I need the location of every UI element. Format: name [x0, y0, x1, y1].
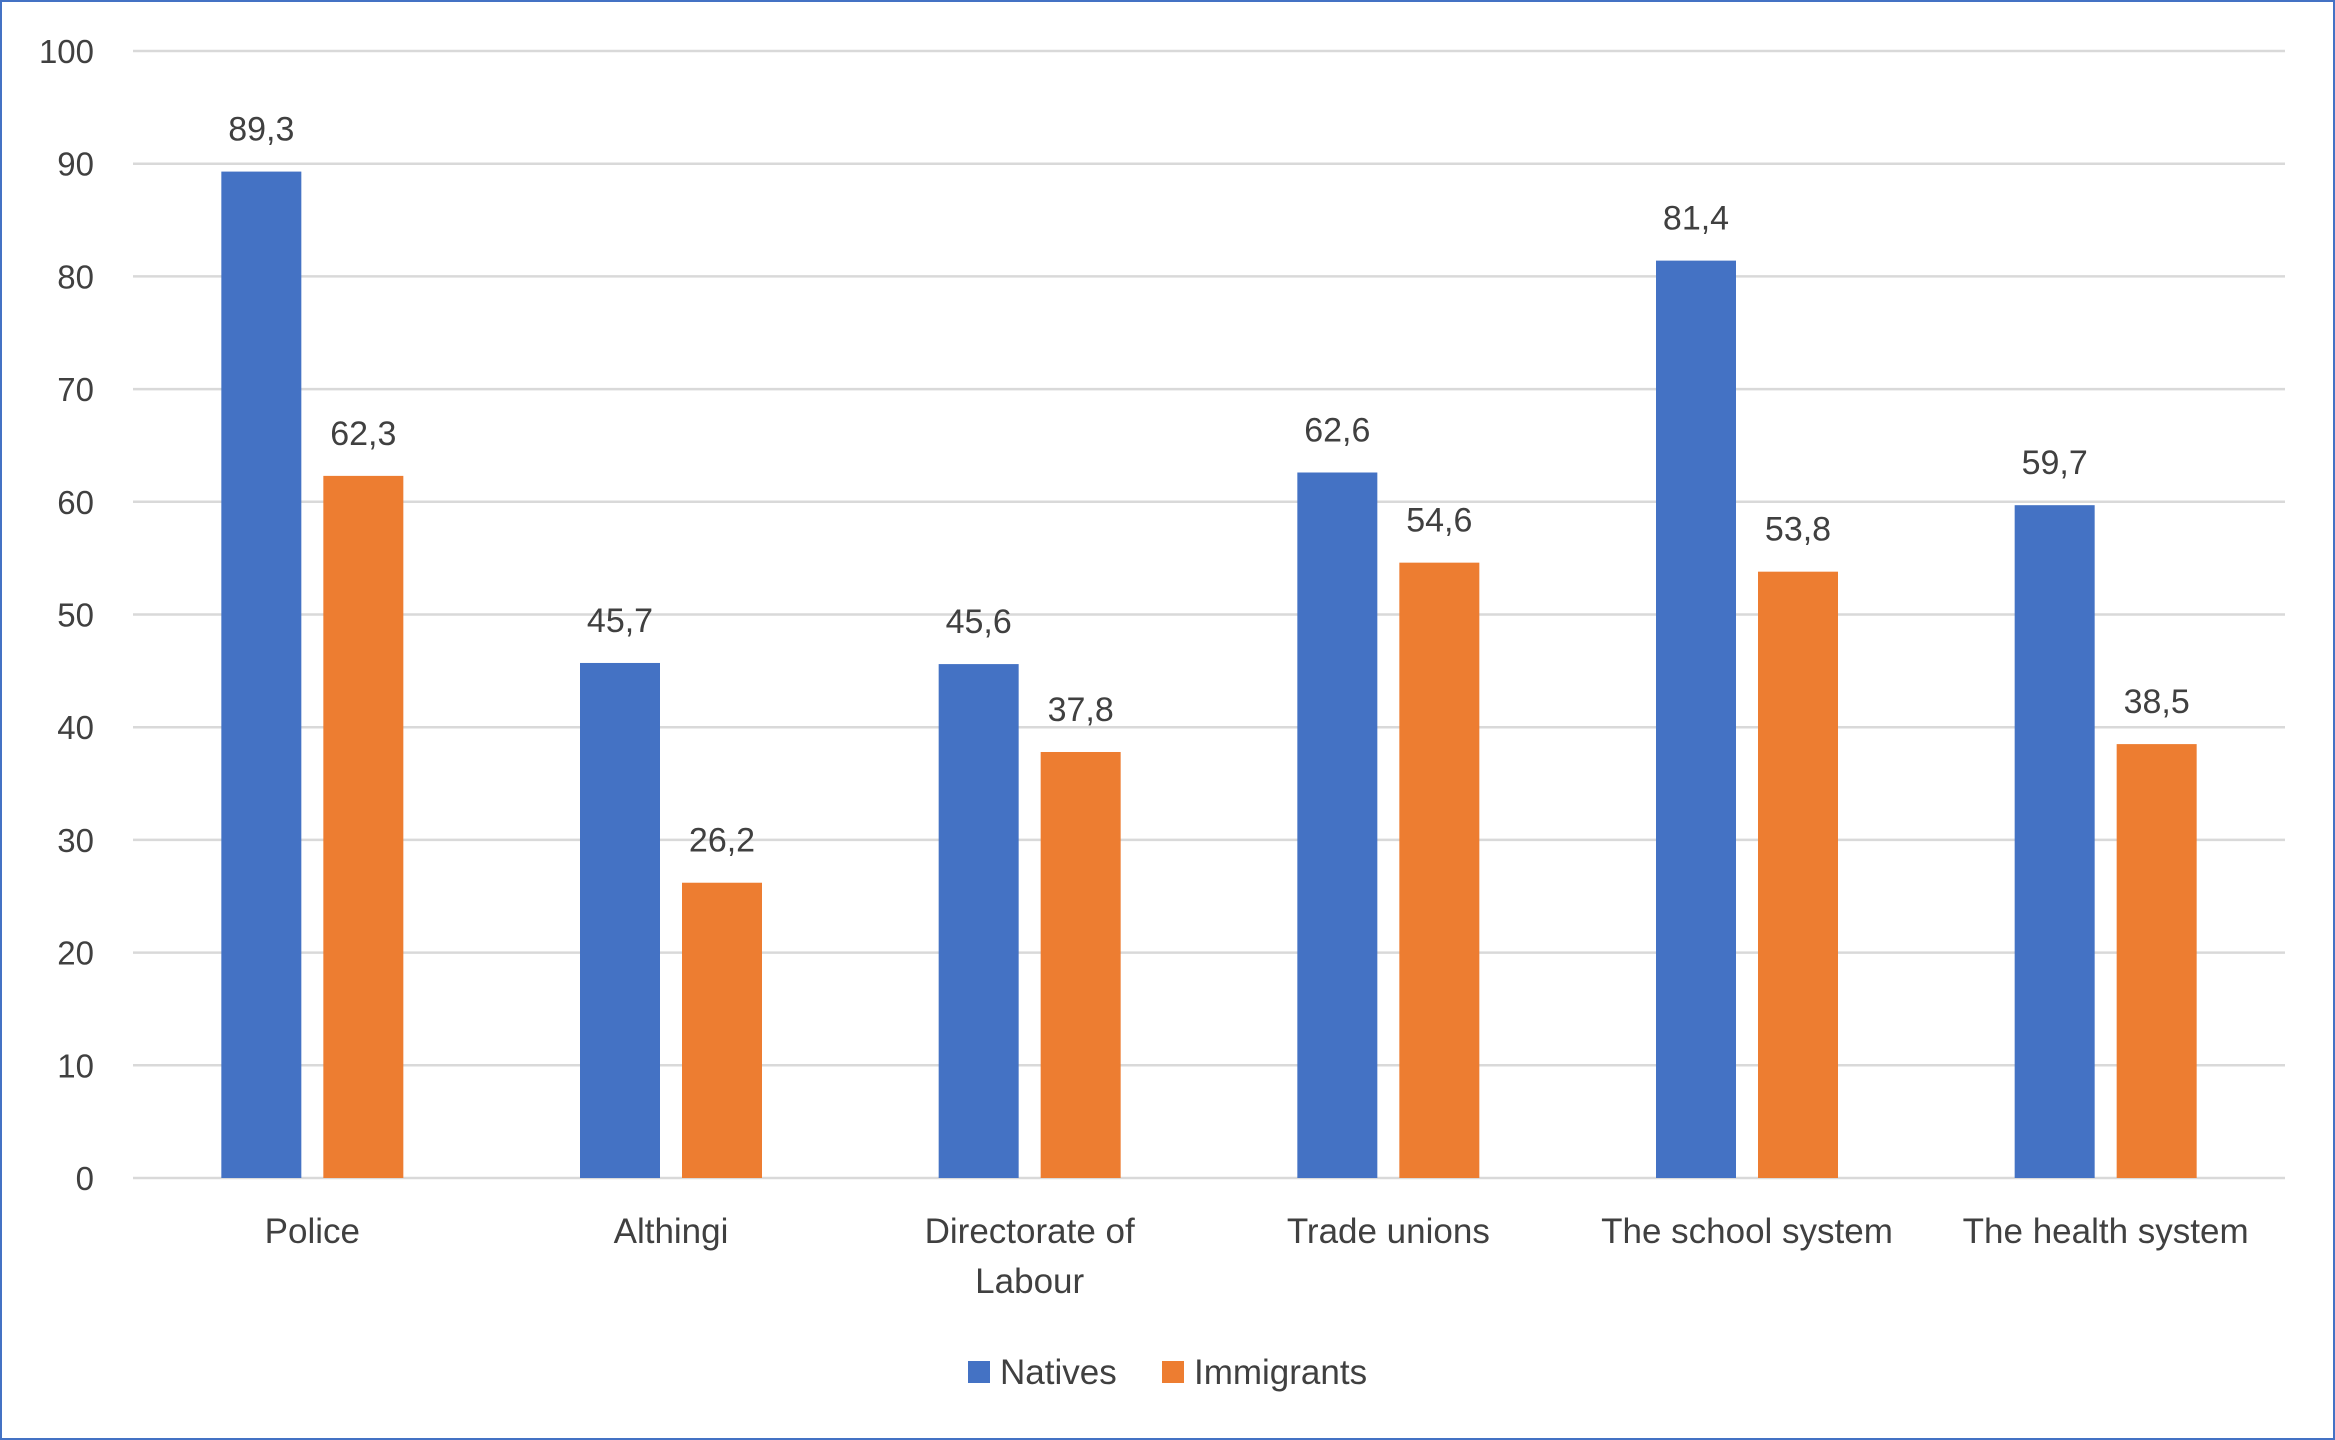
x-category-label: Police [265, 1212, 360, 1251]
x-category-label: The health system [1963, 1212, 2249, 1251]
legend: Natives Immigrants [968, 1353, 1367, 1392]
bar-immigrants-4 [1758, 571, 1838, 1178]
data-label-natives-1: 45,7 [587, 602, 653, 640]
y-tick-label: 90 [57, 146, 94, 183]
data-label-immigrants-2: 37,8 [1048, 691, 1114, 729]
data-label-immigrants-4: 53,8 [1765, 511, 1831, 549]
bar-natives-0 [221, 171, 302, 1179]
legend-label-natives: Natives [1000, 1353, 1117, 1392]
data-label-natives-5: 59,7 [2022, 444, 2088, 482]
x-category-label: Trade unions [1287, 1212, 1490, 1251]
data-label-natives-0: 89,3 [228, 111, 294, 149]
x-category-label: The school system [1601, 1212, 1893, 1251]
data-label-immigrants-0: 62,3 [330, 415, 396, 453]
y-tick-label: 50 [57, 597, 94, 634]
gridlines [133, 49, 2285, 1180]
legend-swatch-natives [968, 1361, 990, 1383]
y-tick-label: 70 [57, 371, 94, 408]
legend-swatch-immigrants [1162, 1361, 1184, 1383]
y-tick-label: 60 [57, 484, 94, 521]
bar-natives-1 [580, 662, 660, 1178]
data-label-immigrants-1: 26,2 [689, 822, 755, 860]
x-category-label: Labour [975, 1262, 1084, 1301]
y-tick-label: 40 [57, 709, 94, 746]
data-labels: 89,3 45,7 45,6 62,6 81,4 59,7 62,3 26,2 37,8 54,6… [228, 111, 2190, 860]
bar-immigrants-1 [682, 882, 762, 1178]
data-label-natives-2: 45,6 [946, 603, 1012, 641]
bar-natives-5 [2014, 505, 2095, 1178]
bars [221, 171, 2197, 1179]
bar-natives-3 [1297, 472, 1378, 1178]
bar-immigrants-3 [1399, 562, 1480, 1178]
bar-natives-4 [1656, 260, 1736, 1178]
y-tick-label: 30 [57, 822, 94, 859]
bar-immigrants-0 [323, 475, 404, 1178]
y-axis-ticks: 0 10 20 30 40 50 60 70 80 90 100 [39, 33, 94, 1197]
x-category-label: Althingi [614, 1212, 729, 1251]
bar-immigrants-5 [2116, 744, 2197, 1178]
y-tick-label: 20 [57, 935, 94, 972]
y-tick-label: 0 [76, 1160, 94, 1197]
data-label-immigrants-5: 38,5 [2124, 683, 2190, 721]
bar-natives-2 [938, 664, 1019, 1178]
x-axis-categories: Police Althingi Directorate of Labour Trade … [265, 1212, 2249, 1301]
y-tick-label: 10 [57, 1047, 94, 1084]
legend-label-immigrants: Immigrants [1194, 1353, 1367, 1392]
y-tick-label: 100 [39, 33, 94, 70]
data-label-immigrants-3: 54,6 [1406, 502, 1472, 540]
data-label-natives-4: 81,4 [1663, 200, 1729, 238]
bar-immigrants-2 [1040, 751, 1121, 1178]
x-category-label: Directorate of [925, 1212, 1135, 1251]
y-tick-label: 80 [57, 258, 94, 295]
data-label-natives-3: 62,6 [1304, 411, 1370, 449]
